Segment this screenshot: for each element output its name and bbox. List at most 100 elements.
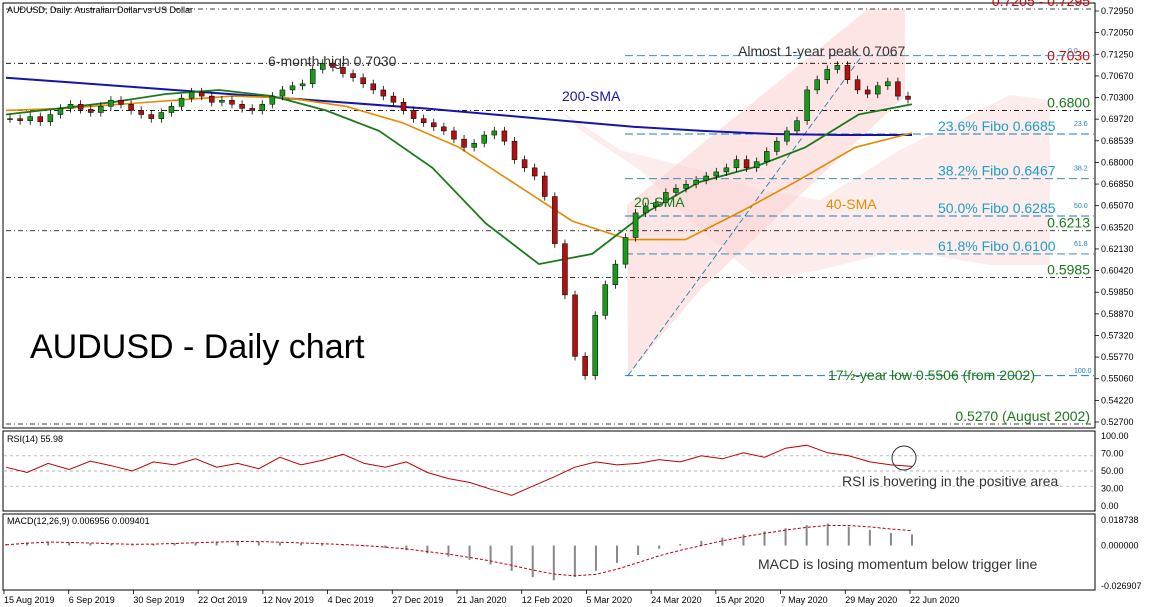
fibo-diagonal: [627, 55, 863, 376]
macd-header: MACD(12,26,9) 0.006956 0.009401: [7, 516, 150, 526]
candle-body-17: [178, 97, 185, 107]
rsi-tick-label-0: 100.00: [1101, 431, 1129, 441]
candle-body-16: [168, 106, 175, 113]
price-tick-label-15: 0.57320: [1101, 330, 1134, 340]
rsi-tick-label-4: 0.00: [1101, 501, 1119, 511]
x-tick-label-1: 6 Sep 2019: [69, 595, 115, 605]
candle-body-28: [289, 85, 296, 91]
price-tick-label-4: 0.70300: [1101, 93, 1134, 103]
candle-body-31: [320, 63, 326, 70]
candle-body-11: [118, 99, 124, 105]
rsi-highlight-circle: [891, 445, 917, 471]
candle-body-6: [67, 104, 74, 109]
candle-body-9: [98, 106, 104, 113]
candle-body-34: [350, 73, 356, 78]
candle-body-58: [592, 315, 598, 376]
macd-panel: [2, 513, 1096, 591]
level-label-4: 0.5985: [1047, 261, 1090, 277]
chart-main-title: AUDUSD - Daily chart: [30, 328, 365, 366]
x-tick-label-3: 22 Oct 2019: [198, 595, 247, 605]
candle-body-4: [47, 114, 54, 122]
candle-body-53: [542, 175, 548, 197]
price-tick-label-3: 0.70670: [1101, 71, 1134, 81]
fibo-pct-0: 23.6: [1074, 121, 1088, 128]
level-label-0: 0.7205 - 0.7295: [992, 0, 1090, 9]
candle-body-2: [27, 116, 33, 121]
candle-body-67: [683, 183, 689, 189]
candle-body-87: [885, 81, 891, 87]
candle-body-71: [723, 167, 730, 173]
macd-tick-label-1: 0.000000: [1101, 541, 1139, 551]
sma200-label: 200-SMA: [562, 88, 621, 104]
chart-header: AUDUSD, Daily: Australian Dollar vs US D…: [7, 5, 193, 15]
price-tick-label-6: 0.68539: [1101, 136, 1134, 146]
candle-body-89: [905, 95, 911, 100]
candle-body-61: [622, 237, 629, 265]
price-tick-label-19: 0.52700: [1101, 417, 1134, 427]
candle-body-38: [390, 95, 397, 103]
candle-body-80: [814, 79, 820, 91]
candle-body-76: [774, 140, 780, 152]
candle-body-68: [693, 179, 699, 185]
macd-tick-label-2: -0.026907: [1101, 581, 1142, 591]
low-label: 17½-year low 0.5506 (from 2002): [828, 367, 1035, 383]
price-tick-label-18: 0.54220: [1101, 395, 1134, 405]
fibo-pct-1: 38.2: [1074, 166, 1088, 173]
candle-body-10: [108, 99, 114, 107]
candle-body-8: [87, 109, 94, 113]
candle-body-43: [441, 126, 447, 132]
price-tick-label-17: 0.55060: [1101, 374, 1134, 384]
candle-body-13: [138, 110, 144, 115]
price-tick-label-16: 0.55770: [1101, 352, 1134, 362]
rsi-comment: RSI is hovering in the positive area: [842, 473, 1059, 489]
x-tick-label-13: 29 May 2020: [845, 595, 897, 605]
macd-signal-line: [5, 524, 913, 577]
x-tick-label-8: 12 Feb 2020: [522, 595, 573, 605]
price-panel: [2, 2, 1096, 429]
x-tick-label-0: 15 Aug 2019: [4, 595, 55, 605]
candle-body-42: [431, 122, 437, 128]
six-month-high-label: 6-month high 0.7030: [268, 53, 397, 69]
rising-channel: [627, 9, 905, 375]
candle-body-56: [572, 294, 578, 357]
candle-body-41: [420, 118, 427, 123]
candle-body-25: [259, 104, 265, 111]
candle-body-66: [673, 188, 679, 193]
almost-peak-label: Almost 1-year peak 0.7067: [738, 43, 906, 59]
price-tick-label-5: 0.69720: [1101, 114, 1134, 124]
candle-body-57: [582, 356, 588, 376]
x-tick-label-2: 30 Sep 2019: [133, 595, 184, 605]
price-tick-label-10: 0.63520: [1101, 222, 1134, 232]
candle-body-63: [642, 206, 649, 214]
candle-body-70: [713, 171, 720, 177]
level-label-5: 0.5270 (August 2002): [955, 408, 1090, 424]
candle-body-35: [360, 77, 366, 85]
candle-body-19: [198, 91, 205, 97]
candle-body-3: [37, 116, 44, 122]
candle-body-78: [794, 120, 800, 132]
candle-body-29: [299, 83, 306, 87]
candle-body-65: [663, 192, 669, 203]
price-tick-label-13: 0.59850: [1101, 287, 1134, 297]
candle-body-44: [451, 130, 457, 140]
candle-body-0: [7, 118, 13, 120]
x-tick-label-10: 24 Mar 2020: [651, 595, 702, 605]
x-tick-label-7: 21 Jan 2020: [457, 595, 507, 605]
candle-body-15: [158, 112, 165, 119]
candle-body-72: [733, 159, 740, 169]
ichimoku-cloud: [560, 95, 1050, 280]
candle-body-27: [279, 89, 286, 97]
price-tick-label-2: 0.71250: [1101, 49, 1134, 59]
fibo-top-pct: 0.0: [1068, 48, 1078, 55]
sma20-label: 20-SMA: [634, 194, 685, 210]
candle-body-46: [471, 142, 477, 148]
candle-body-75: [763, 151, 770, 162]
candle-body-73: [743, 159, 750, 169]
fibo-label-2: 50.0% Fibo 0.6285: [938, 200, 1056, 216]
candle-body-7: [77, 104, 84, 110]
candle-body-86: [874, 85, 881, 95]
candle-body-14: [148, 114, 155, 119]
candle-body-79: [804, 89, 810, 121]
candle-body-18: [188, 91, 195, 99]
candle-body-21: [219, 99, 225, 103]
